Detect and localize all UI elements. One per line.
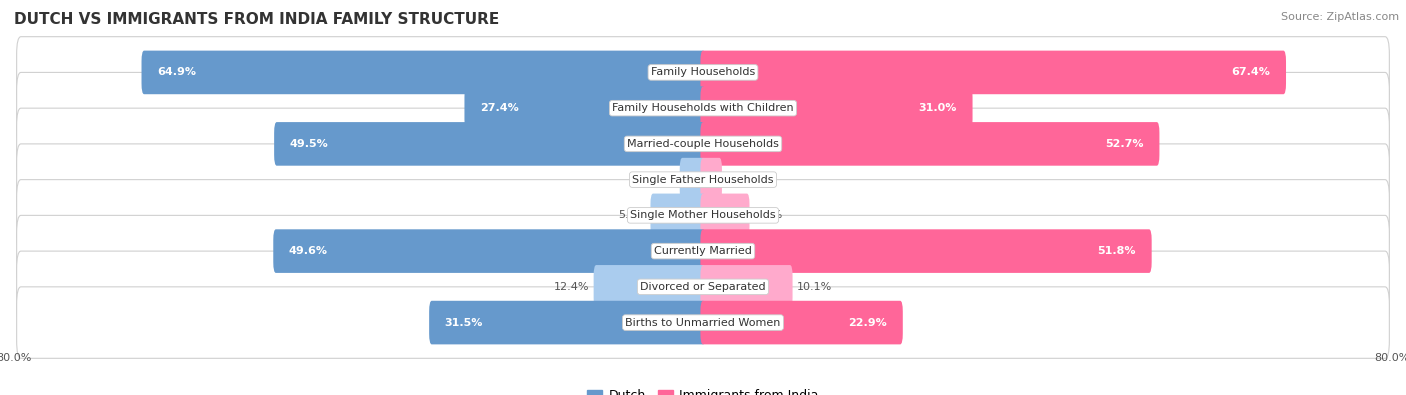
FancyBboxPatch shape — [17, 108, 1389, 180]
Text: 52.7%: 52.7% — [1105, 139, 1144, 149]
Text: 49.5%: 49.5% — [290, 139, 329, 149]
FancyBboxPatch shape — [700, 122, 1160, 166]
Text: 2.4%: 2.4% — [647, 175, 675, 184]
Text: 27.4%: 27.4% — [479, 103, 519, 113]
FancyBboxPatch shape — [700, 194, 749, 237]
FancyBboxPatch shape — [17, 287, 1389, 358]
Text: Married-couple Households: Married-couple Households — [627, 139, 779, 149]
FancyBboxPatch shape — [464, 87, 706, 130]
Text: Currently Married: Currently Married — [654, 246, 752, 256]
FancyBboxPatch shape — [700, 51, 1286, 94]
Text: Divorced or Separated: Divorced or Separated — [640, 282, 766, 292]
Text: 64.9%: 64.9% — [157, 68, 195, 77]
FancyBboxPatch shape — [17, 72, 1389, 144]
FancyBboxPatch shape — [17, 180, 1389, 251]
Legend: Dutch, Immigrants from India: Dutch, Immigrants from India — [582, 384, 824, 395]
Text: 1.9%: 1.9% — [727, 175, 755, 184]
FancyBboxPatch shape — [700, 87, 973, 130]
FancyBboxPatch shape — [17, 144, 1389, 215]
Text: Births to Unmarried Women: Births to Unmarried Women — [626, 318, 780, 327]
Text: Family Households: Family Households — [651, 68, 755, 77]
FancyBboxPatch shape — [274, 122, 706, 166]
Text: 10.1%: 10.1% — [797, 282, 832, 292]
Text: 5.8%: 5.8% — [617, 211, 647, 220]
FancyBboxPatch shape — [17, 251, 1389, 323]
Text: 31.5%: 31.5% — [444, 318, 484, 327]
Text: Family Households with Children: Family Households with Children — [612, 103, 794, 113]
FancyBboxPatch shape — [700, 158, 721, 201]
FancyBboxPatch shape — [429, 301, 706, 344]
Text: 5.1%: 5.1% — [754, 211, 782, 220]
Text: 67.4%: 67.4% — [1232, 68, 1271, 77]
Text: DUTCH VS IMMIGRANTS FROM INDIA FAMILY STRUCTURE: DUTCH VS IMMIGRANTS FROM INDIA FAMILY ST… — [14, 12, 499, 27]
Text: Single Mother Households: Single Mother Households — [630, 211, 776, 220]
Text: Single Father Households: Single Father Households — [633, 175, 773, 184]
FancyBboxPatch shape — [700, 301, 903, 344]
Text: 22.9%: 22.9% — [849, 318, 887, 327]
FancyBboxPatch shape — [142, 51, 706, 94]
Text: 12.4%: 12.4% — [554, 282, 589, 292]
FancyBboxPatch shape — [679, 158, 706, 201]
FancyBboxPatch shape — [700, 229, 1152, 273]
FancyBboxPatch shape — [17, 215, 1389, 287]
Text: 49.6%: 49.6% — [288, 246, 328, 256]
Text: 31.0%: 31.0% — [918, 103, 957, 113]
FancyBboxPatch shape — [651, 194, 706, 237]
Text: 51.8%: 51.8% — [1098, 246, 1136, 256]
FancyBboxPatch shape — [593, 265, 706, 308]
FancyBboxPatch shape — [273, 229, 706, 273]
FancyBboxPatch shape — [700, 265, 793, 308]
FancyBboxPatch shape — [17, 37, 1389, 108]
Text: Source: ZipAtlas.com: Source: ZipAtlas.com — [1281, 12, 1399, 22]
